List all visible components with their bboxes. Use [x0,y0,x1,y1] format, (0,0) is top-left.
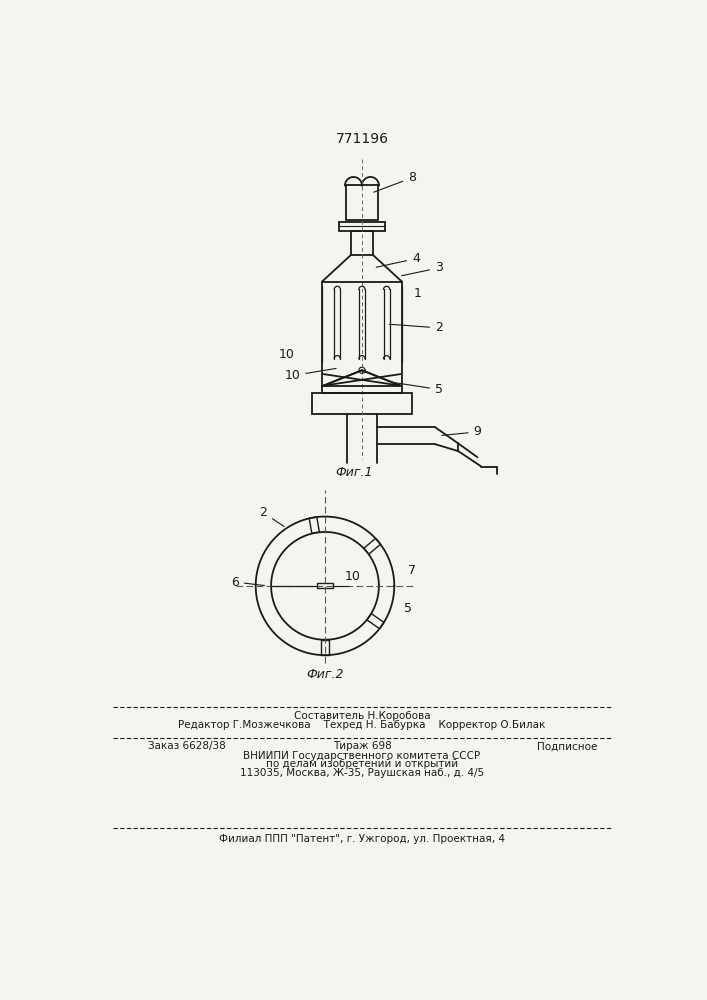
Text: 5: 5 [404,602,411,615]
Text: Филиал ППП "Патент", г. Ужгород, ул. Проектная, 4: Филиал ППП "Патент", г. Ужгород, ул. Про… [219,834,505,844]
Text: по делам изобретений и открытий: по делам изобретений и открытий [266,759,458,769]
Text: 3: 3 [402,261,443,276]
Text: 8: 8 [374,171,416,192]
Text: 2: 2 [390,321,443,334]
Bar [317,583,334,588]
Bar [312,393,412,414]
Text: 10: 10 [344,570,360,583]
Text: Тираж 698: Тираж 698 [332,741,392,751]
Text: Заказ 6628/38: Заказ 6628/38 [148,741,226,751]
Text: Редактор Г.Мозжечкова    Техред Н. Бабурка    Корректор О.Билак: Редактор Г.Мозжечкова Техред Н. Бабурка … [178,720,546,730]
Text: 10: 10 [279,348,295,361]
Text: 771196: 771196 [335,132,388,146]
Text: 113035, Москва, Ж-35, Раушская наб., д. 4/5: 113035, Москва, Ж-35, Раушская наб., д. … [240,768,484,778]
Bar [339,222,385,231]
Text: 4: 4 [376,252,420,267]
Text: 1: 1 [414,287,421,300]
Text: 10: 10 [284,368,336,382]
Bar [351,231,373,255]
Text: Составитель Н.Коробова: Составитель Н.Коробова [293,711,431,721]
Text: 2: 2 [259,506,284,527]
Text: Фиг.1: Фиг.1 [336,466,373,479]
Text: 7: 7 [408,564,416,577]
Text: 6: 6 [231,576,264,588]
Text: Фиг.2: Фиг.2 [306,668,344,681]
Bar [346,185,378,220]
Text: Подписное: Подписное [537,741,597,751]
Text: 5: 5 [392,382,443,396]
Text: 9: 9 [442,425,481,438]
Text: ВНИИПИ Государственного комитета СССР: ВНИИПИ Государственного комитета СССР [243,751,481,761]
